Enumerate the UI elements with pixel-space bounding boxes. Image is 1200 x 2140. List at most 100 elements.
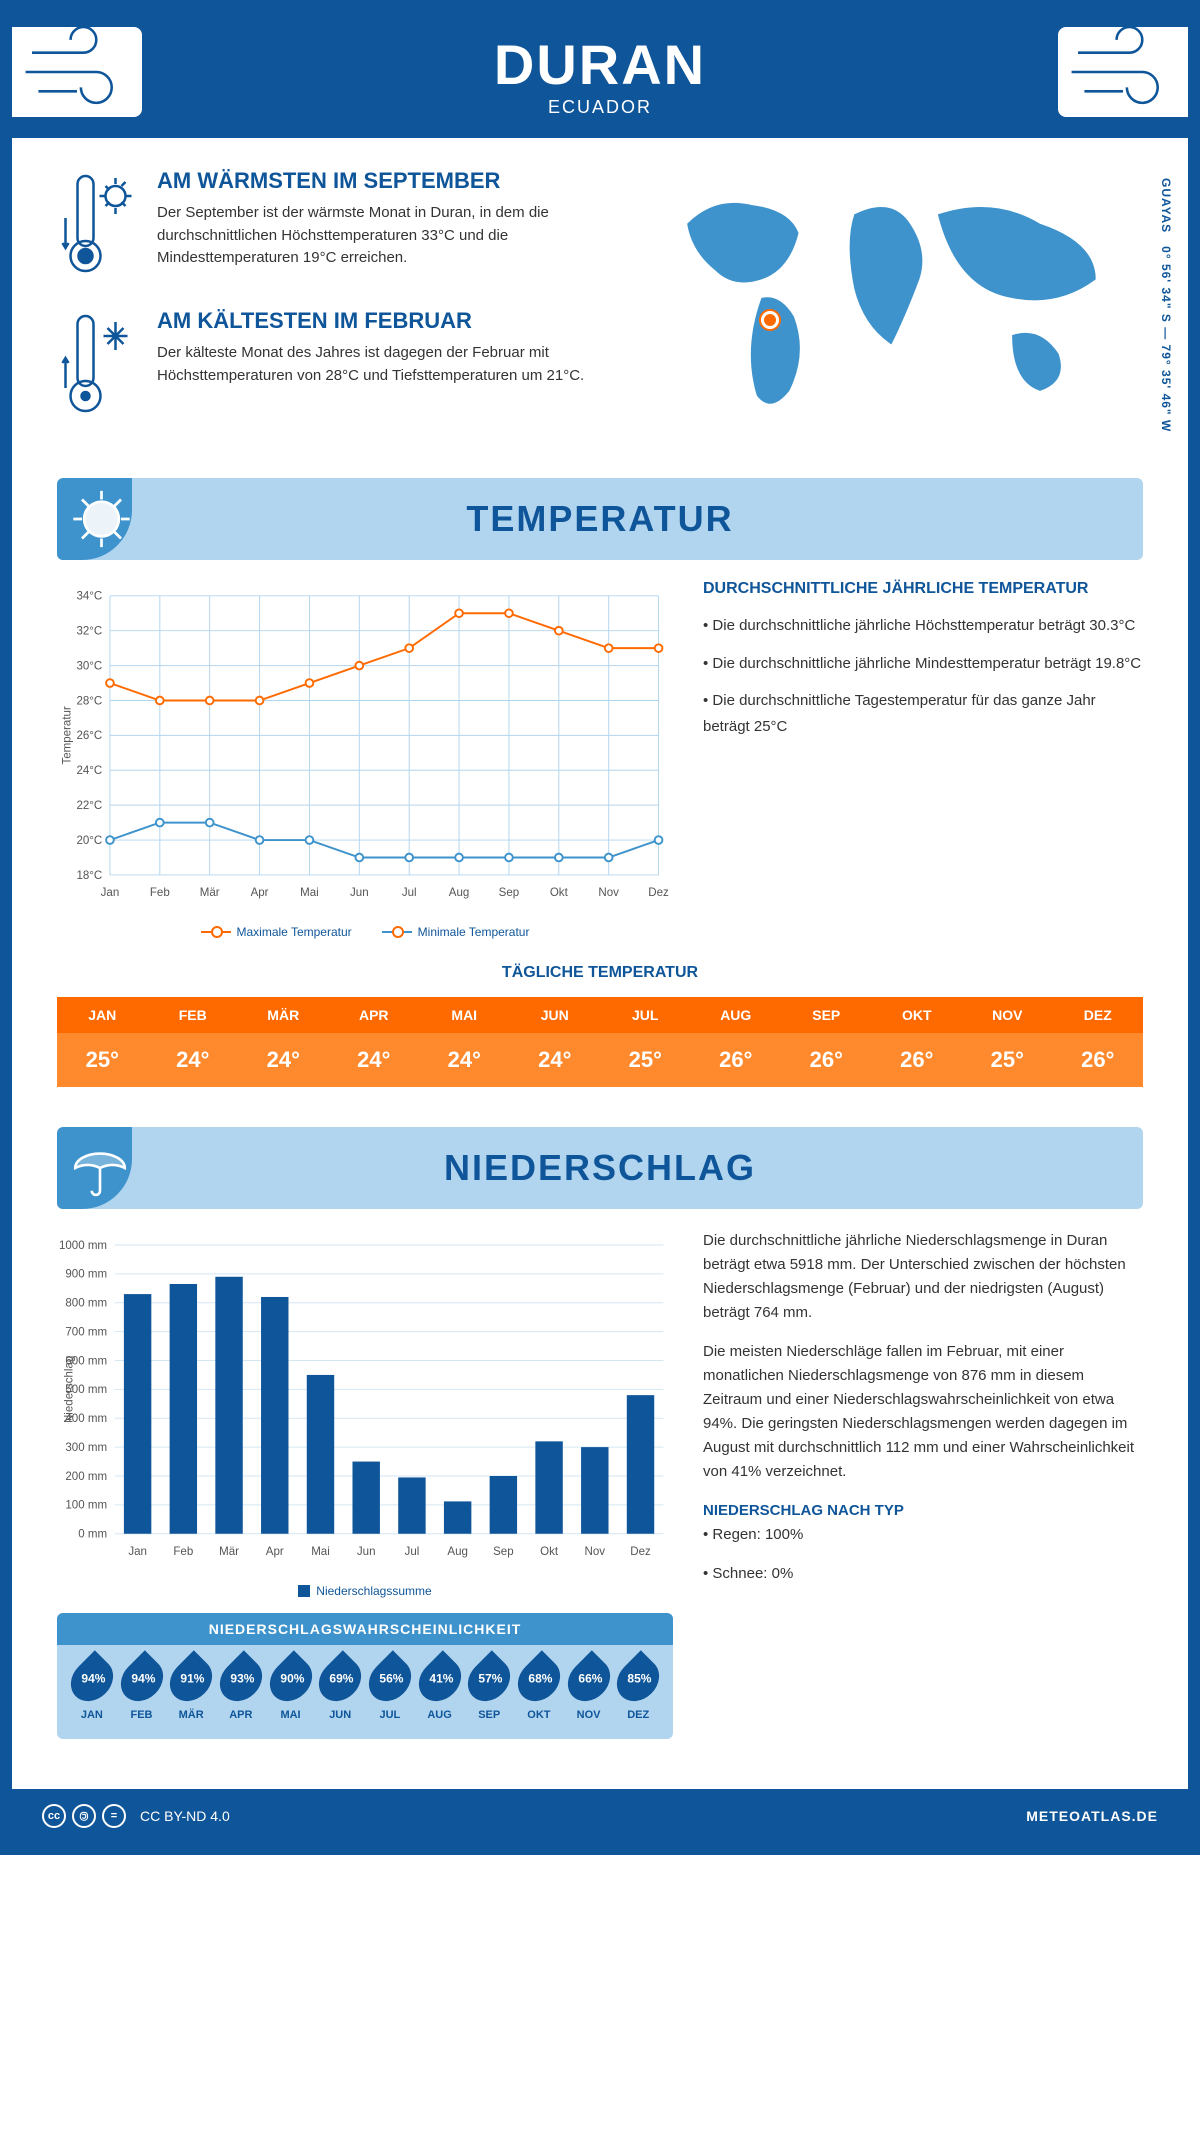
probability-drop: 68%OKT bbox=[514, 1657, 564, 1721]
warmest-text: Der September ist der wärmste Monat in D… bbox=[157, 202, 610, 270]
svg-text:Nov: Nov bbox=[598, 887, 619, 899]
cc-icon: cc bbox=[42, 1804, 66, 1828]
svg-text:24°C: 24°C bbox=[76, 765, 102, 777]
temperature-heading: TEMPERATUR bbox=[77, 498, 1123, 540]
daily-col: SEP26° bbox=[781, 997, 872, 1087]
nd-icon: = bbox=[102, 1804, 126, 1828]
svg-text:Okt: Okt bbox=[540, 1546, 559, 1558]
svg-text:32°C: 32°C bbox=[76, 626, 102, 638]
warmest-fact: AM WÄRMSTEN IM SEPTEMBER Der September i… bbox=[57, 168, 610, 283]
site-name: METEOATLAS.DE bbox=[1026, 1808, 1158, 1824]
probability-drop: 66%NOV bbox=[564, 1657, 614, 1721]
svg-text:900 mm: 900 mm bbox=[65, 1269, 107, 1281]
svg-text:Dez: Dez bbox=[630, 1546, 651, 1558]
svg-text:Aug: Aug bbox=[447, 1546, 468, 1558]
svg-text:200 mm: 200 mm bbox=[65, 1471, 107, 1483]
daily-col: OKT26° bbox=[872, 997, 963, 1087]
svg-text:Sep: Sep bbox=[493, 1546, 514, 1558]
precipitation-section-banner: NIEDERSCHLAG bbox=[57, 1127, 1143, 1209]
svg-text:Apr: Apr bbox=[251, 887, 269, 899]
daily-col: FEB24° bbox=[148, 997, 239, 1087]
daily-temperature-table: JAN25°FEB24°MÄR24°APR24°MAI24°JUN24°JUL2… bbox=[57, 997, 1143, 1087]
country-subtitle: ECUADOR bbox=[32, 97, 1168, 118]
daily-col: APR24° bbox=[329, 997, 420, 1087]
daily-col: JAN25° bbox=[57, 997, 148, 1087]
wind-decoration-icon bbox=[1058, 27, 1188, 117]
svg-text:Mär: Mär bbox=[200, 887, 220, 899]
coldest-title: AM KÄLTESTEN IM FEBRUAR bbox=[157, 308, 610, 334]
daily-col: NOV25° bbox=[962, 997, 1053, 1087]
svg-text:800 mm: 800 mm bbox=[65, 1298, 107, 1310]
svg-text:Niederschlag: Niederschlag bbox=[63, 1356, 75, 1423]
svg-text:Dez: Dez bbox=[648, 887, 669, 899]
header-banner: DURAN ECUADOR bbox=[12, 12, 1188, 138]
probability-drop: 41%AUG bbox=[415, 1657, 465, 1721]
coldest-text: Der kälteste Monat des Jahres ist dagege… bbox=[157, 342, 610, 387]
daily-temp-title: TÄGLICHE TEMPERATUR bbox=[57, 964, 1143, 982]
precipitation-probability-box: NIEDERSCHLAGSWAHRSCHEINLICHKEIT 94%JAN94… bbox=[57, 1613, 673, 1739]
probability-drop: 56%JUL bbox=[365, 1657, 415, 1721]
svg-text:Temperatur: Temperatur bbox=[61, 706, 73, 764]
svg-text:Jul: Jul bbox=[405, 1546, 420, 1558]
warmest-title: AM WÄRMSTEN IM SEPTEMBER bbox=[157, 168, 610, 194]
coldest-fact: AM KÄLTESTEN IM FEBRUAR Der kälteste Mon… bbox=[57, 308, 610, 423]
footer: cc 🄯 = CC BY-ND 4.0 METEOATLAS.DE bbox=[12, 1789, 1188, 1843]
city-title: DURAN bbox=[32, 32, 1168, 97]
svg-text:Mai: Mai bbox=[311, 1546, 330, 1558]
svg-text:700 mm: 700 mm bbox=[65, 1326, 107, 1338]
svg-text:1000 mm: 1000 mm bbox=[59, 1240, 107, 1252]
svg-text:Mär: Mär bbox=[219, 1546, 239, 1558]
probability-drop: 94%JAN bbox=[67, 1657, 117, 1721]
world-map bbox=[640, 168, 1143, 428]
sun-icon bbox=[69, 487, 134, 552]
svg-text:18°C: 18°C bbox=[76, 870, 102, 882]
precipitation-heading: NIEDERSCHLAG bbox=[77, 1147, 1123, 1189]
license-badge: cc 🄯 = CC BY-ND 4.0 bbox=[42, 1804, 230, 1828]
probability-drop: 93%APR bbox=[216, 1657, 266, 1721]
daily-col: MÄR24° bbox=[238, 997, 329, 1087]
svg-text:Apr: Apr bbox=[266, 1546, 284, 1558]
location-marker-icon bbox=[761, 311, 779, 329]
svg-text:20°C: 20°C bbox=[76, 835, 102, 847]
daily-col: JUN24° bbox=[510, 997, 601, 1087]
thermometer-sun-icon bbox=[57, 168, 142, 283]
coordinates-label: GUAYAS 0° 56' 34" S — 79° 35' 46" W bbox=[1159, 178, 1173, 432]
svg-text:Jul: Jul bbox=[402, 887, 417, 899]
svg-text:300 mm: 300 mm bbox=[65, 1442, 107, 1454]
thermometer-snow-icon bbox=[57, 308, 142, 423]
svg-text:22°C: 22°C bbox=[76, 800, 102, 812]
svg-text:Okt: Okt bbox=[550, 887, 569, 899]
svg-text:Jan: Jan bbox=[128, 1546, 147, 1558]
svg-text:26°C: 26°C bbox=[76, 730, 102, 742]
probability-drop: 85%DEZ bbox=[613, 1657, 663, 1721]
probability-drop: 57%SEP bbox=[464, 1657, 514, 1721]
svg-text:30°C: 30°C bbox=[76, 660, 102, 672]
temperature-section-banner: TEMPERATUR bbox=[57, 478, 1143, 560]
svg-text:Jan: Jan bbox=[101, 887, 120, 899]
svg-text:Feb: Feb bbox=[173, 1546, 193, 1558]
chart-legend: .legend-line:nth-child(1)::after{border-… bbox=[57, 925, 673, 939]
probability-drop: 69%JUN bbox=[315, 1657, 365, 1721]
daily-col: MAI24° bbox=[419, 997, 510, 1087]
probability-drop: 90%MAI bbox=[266, 1657, 316, 1721]
temperature-line-chart: 18°C20°C22°C24°C26°C28°C30°C32°C34°CJanF… bbox=[57, 580, 673, 939]
precipitation-text: Die durchschnittliche jährliche Niedersc… bbox=[703, 1229, 1143, 1739]
daily-col: AUG26° bbox=[691, 997, 782, 1087]
svg-text:Nov: Nov bbox=[585, 1546, 606, 1558]
wind-decoration-icon bbox=[12, 27, 142, 117]
svg-text:Aug: Aug bbox=[449, 887, 470, 899]
svg-text:Sep: Sep bbox=[499, 887, 520, 899]
by-icon: 🄯 bbox=[72, 1804, 96, 1828]
daily-col: JUL25° bbox=[600, 997, 691, 1087]
svg-text:Mai: Mai bbox=[300, 887, 319, 899]
precip-legend: Niederschlagssumme bbox=[57, 1584, 673, 1598]
svg-text:Feb: Feb bbox=[150, 887, 170, 899]
temperature-stats: DURCHSCHNITTLICHE JÄHRLICHE TEMPERATUR •… bbox=[703, 580, 1143, 939]
svg-text:Jun: Jun bbox=[357, 1546, 376, 1558]
daily-col: DEZ26° bbox=[1053, 997, 1144, 1087]
probability-drop: 91%MÄR bbox=[166, 1657, 216, 1721]
svg-text:100 mm: 100 mm bbox=[65, 1500, 107, 1512]
probability-drop: 94%FEB bbox=[117, 1657, 167, 1721]
svg-text:34°C: 34°C bbox=[76, 591, 102, 603]
svg-text:0 mm: 0 mm bbox=[78, 1529, 107, 1541]
